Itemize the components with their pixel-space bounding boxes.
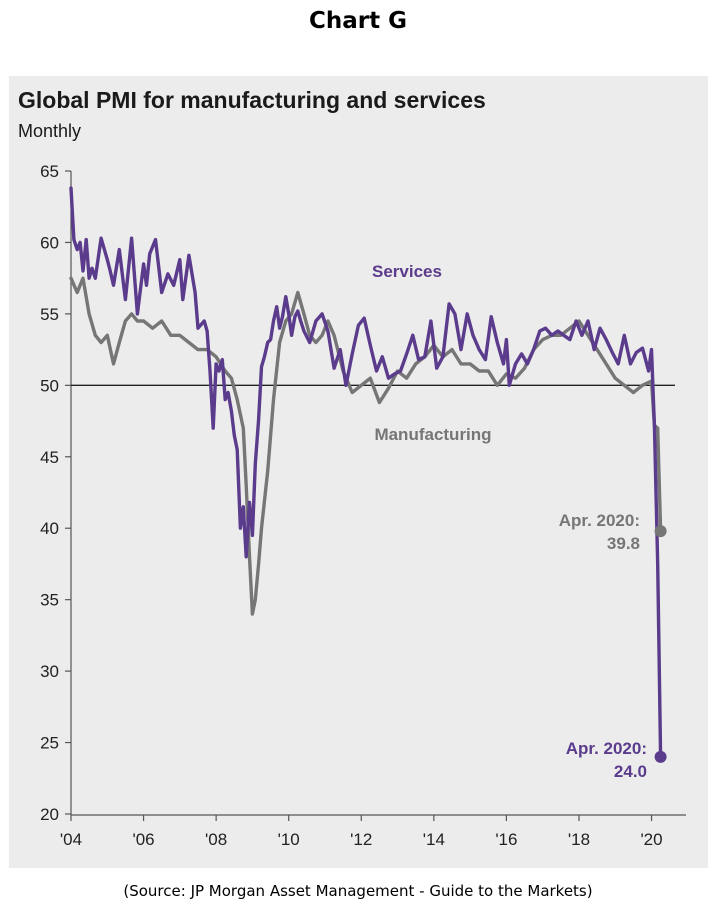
services-end-label-line1: Apr. 2020: xyxy=(566,739,647,758)
axes: 20 25 30 35 40 45 50 55 60 65 '04 '06 '08 '10 '12 '14 '1… xyxy=(40,162,686,849)
manufacturing-label: Manufacturing xyxy=(374,425,491,444)
chart-panel xyxy=(9,76,708,868)
x-tick-label: '20 xyxy=(640,830,662,849)
x-tick-label: '08 xyxy=(205,830,227,849)
y-tick-label: 20 xyxy=(40,805,59,824)
y-tick-label: 40 xyxy=(40,519,59,538)
end-point-services xyxy=(654,750,667,763)
x-tick-label: '18 xyxy=(568,830,590,849)
y-tick-label: 65 xyxy=(40,162,59,181)
series-lines xyxy=(69,186,667,763)
series-line-services xyxy=(69,186,663,759)
x-tick-label: '06 xyxy=(132,830,154,849)
chart-subtitle: Monthly xyxy=(18,121,82,141)
services-end-value: 24.0 xyxy=(614,762,647,781)
y-tick-label: 60 xyxy=(40,233,59,252)
manufacturing-end-label-line1: Apr. 2020: xyxy=(559,511,640,530)
y-tick-label: 45 xyxy=(40,448,59,467)
manufacturing-end-value: 39.8 xyxy=(607,534,640,553)
annotations: Services Manufacturing Apr. 2020: 39.8 A… xyxy=(372,262,647,781)
y-tick-label: 35 xyxy=(40,591,59,610)
services-label: Services xyxy=(372,262,442,281)
x-tick-label: '10 xyxy=(278,830,300,849)
x-tick-label: '16 xyxy=(495,830,517,849)
source-note: (Source: JP Morgan Asset Management - Gu… xyxy=(123,882,593,900)
x-tick-label: '12 xyxy=(350,830,372,849)
y-tick-label: 55 xyxy=(40,305,59,324)
x-tick-label: '04 xyxy=(60,830,82,849)
y-tick-label: 30 xyxy=(40,662,59,681)
end-point-manufacturing xyxy=(654,525,667,538)
figure-heading: Chart G xyxy=(309,8,407,34)
y-tick-label: 25 xyxy=(40,734,59,753)
chart-title: Global PMI for manufacturing and service… xyxy=(18,87,486,113)
y-tick-label: 50 xyxy=(40,376,59,395)
series-line-manufacturing xyxy=(69,276,663,616)
x-tick-label: '14 xyxy=(423,830,445,849)
